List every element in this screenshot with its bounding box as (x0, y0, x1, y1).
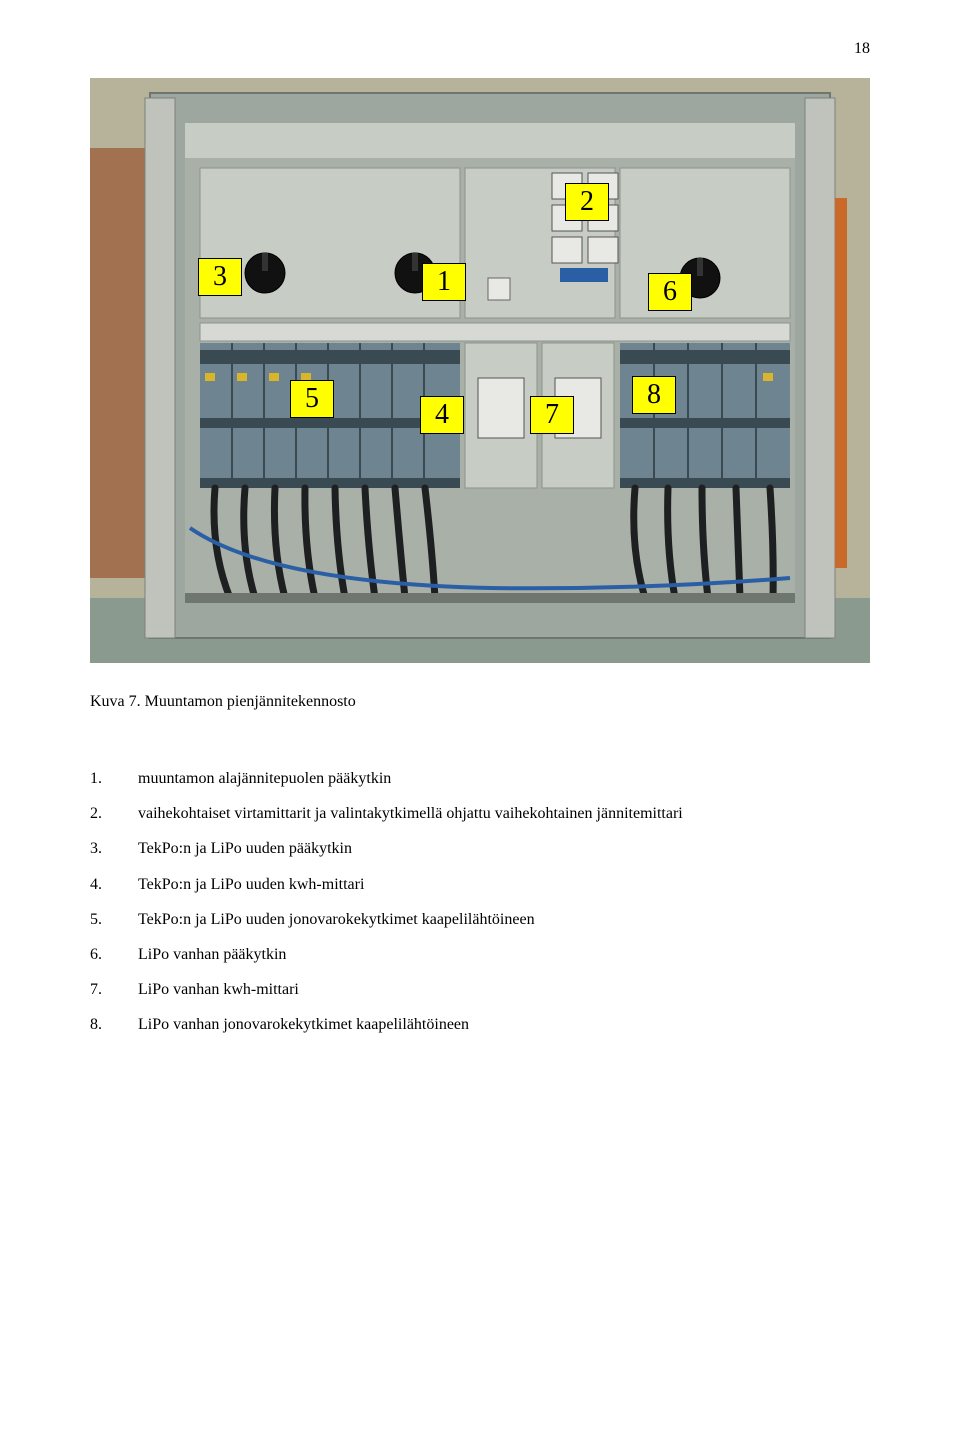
figure-caption: Kuva 7. Muuntamon pienjännitekennosto (90, 693, 870, 711)
callout-7: 7 (530, 396, 574, 434)
legend-item-7: LiPo vanhan kwh-mittari (90, 972, 870, 1007)
page-number: 18 (90, 40, 870, 58)
callout-1: 1 (422, 263, 466, 301)
callout-3: 3 (198, 258, 242, 296)
legend-item-3: TekPo:n ja LiPo uuden pääkytkin (90, 831, 870, 866)
cabinet-photo (90, 78, 870, 663)
legend-item-8: LiPo vanhan jonovarokekytkimet kaapelilä… (90, 1007, 870, 1042)
legend-item-5: TekPo:n ja LiPo uuden jonovarokekytkimet… (90, 902, 870, 937)
breaker-bank-right (620, 343, 790, 488)
figure: 2 3 1 6 5 4 7 8 (90, 78, 870, 663)
legend-item-6: LiPo vanhan pääkytkin (90, 937, 870, 972)
legend-item-4: TekPo:n ja LiPo uuden kwh-mittari (90, 867, 870, 902)
callout-6: 6 (648, 273, 692, 311)
legend-item-2: vaihekohtaiset virtamittarit ja valintak… (90, 796, 870, 831)
callout-2: 2 (565, 183, 609, 221)
legend-list: muuntamon alajännitepuolen pääkytkinvaih… (90, 761, 870, 1043)
callout-5: 5 (290, 380, 334, 418)
callout-4: 4 (420, 396, 464, 434)
callout-8: 8 (632, 376, 676, 414)
legend-item-1: muuntamon alajännitepuolen pääkytkin (90, 761, 870, 796)
